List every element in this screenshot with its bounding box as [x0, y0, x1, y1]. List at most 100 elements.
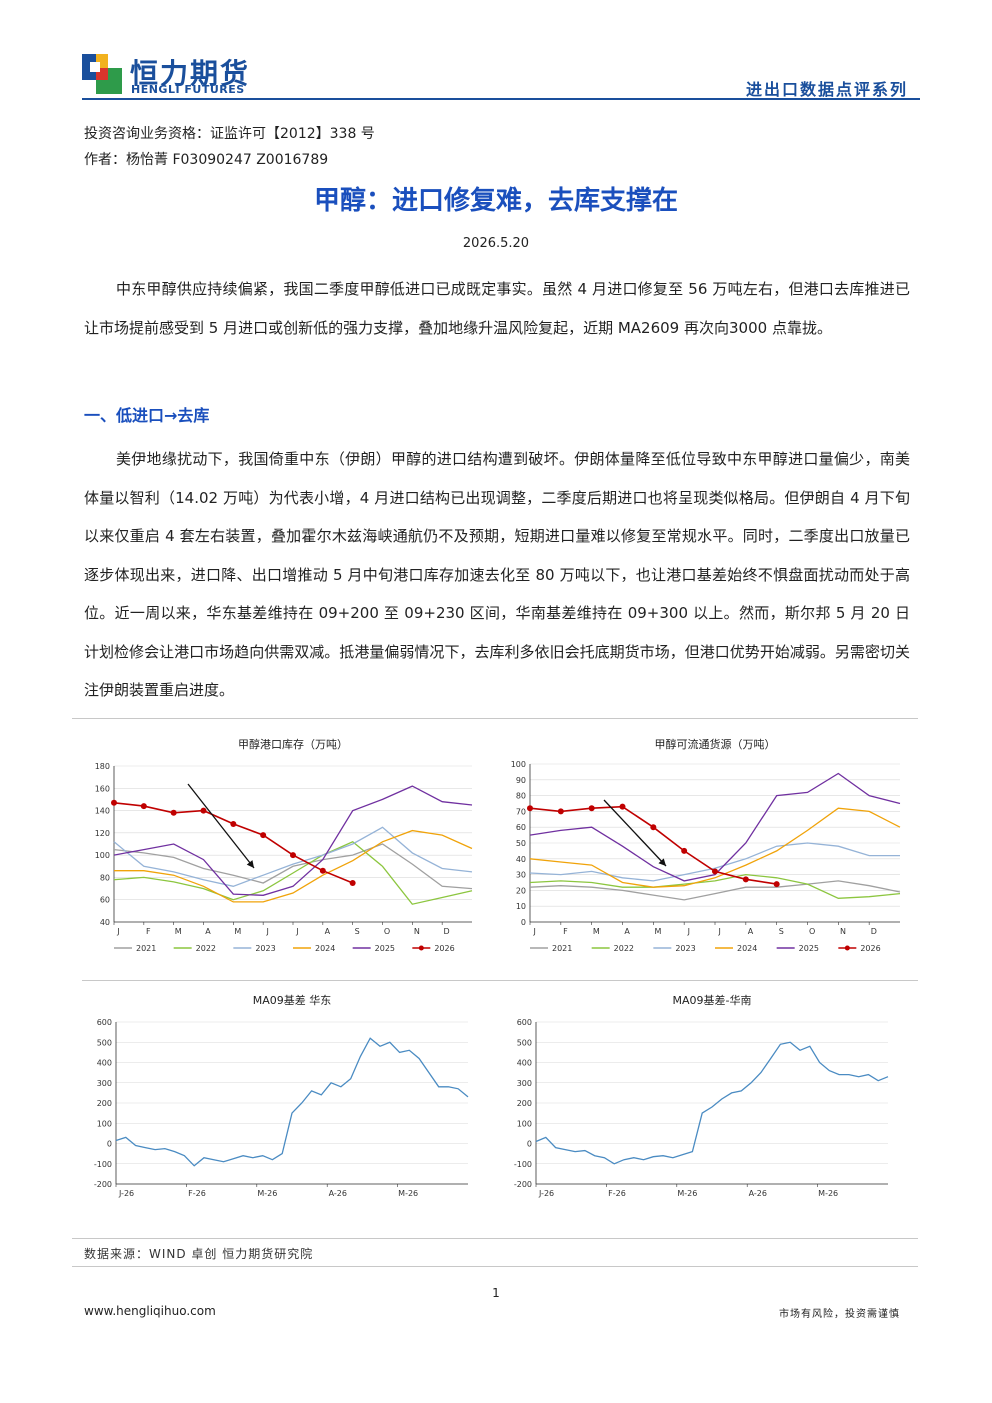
port-inventory-chart: 甲醇港口库存（万吨） 40 60 80 100 120 140 160 180 J F M A M J J A S…	[95, 737, 473, 953]
series-point	[319, 867, 326, 874]
x-tick-label: N	[840, 927, 846, 936]
y-tick-label: 160	[95, 784, 110, 793]
y-tick-label: 0	[527, 1140, 532, 1149]
x-tick-label: A	[205, 927, 211, 936]
x-tick-label: F	[146, 927, 151, 936]
data-source: 数据来源：WIND 卓创 恒力期货研究院	[84, 1247, 314, 1261]
x-tick-label: D	[444, 927, 450, 936]
y-tick-label: 200	[97, 1099, 112, 1108]
legend-label: 2026	[860, 944, 880, 953]
logo-text-en: HENGLI FUTURES	[131, 83, 245, 96]
series-line-basis	[535, 1041, 889, 1165]
x-tick-label: J-26	[538, 1189, 554, 1198]
series-point	[742, 876, 749, 883]
x-tick-label: N	[414, 927, 420, 936]
source-top-rule	[72, 1238, 918, 1239]
series-point	[170, 809, 177, 816]
east-china-basis-chart: MA09基差 华东 -200 -100 0 100 200 300 400 500 600 J-26…	[94, 993, 469, 1198]
trend-arrow-head	[658, 858, 666, 866]
series-point	[140, 803, 147, 810]
y-tick-label: 60	[516, 823, 526, 832]
y-tick-label: 80	[100, 873, 110, 882]
x-tick-label: A-26	[749, 1189, 767, 1198]
y-tick-label: 600	[517, 1018, 532, 1027]
y-tick-label: 400	[97, 1059, 112, 1068]
x-tick-label: A	[325, 927, 331, 936]
x-tick-label: M	[655, 927, 662, 936]
trend-arrow	[187, 783, 255, 869]
y-tick-label: 70	[516, 807, 526, 816]
y-tick-label: 60	[100, 896, 110, 905]
series-point	[712, 868, 718, 875]
y-tick-label: 50	[516, 839, 526, 848]
qualification-line: 投资咨询业务资格：证监许可【2012】338 号	[84, 126, 375, 142]
y-tick-label: 400	[517, 1059, 532, 1068]
x-tick-label: J	[717, 927, 720, 936]
company-logo	[82, 54, 122, 94]
south-china-basis-chart: MA09基差-华南 -200 -100 0 100 200 300 400 500 600 J-26…	[514, 993, 889, 1198]
x-tick-label: F-26	[608, 1189, 626, 1198]
x-tick-label: F	[563, 927, 568, 936]
series-point	[773, 881, 780, 888]
footer-disclaimer: 市场有风险，投资需谨慎	[779, 1309, 900, 1320]
series-line-2026	[529, 805, 777, 885]
circulating-supply-chart: 甲醇可流通货源（万吨） 0 10 20 30 40 50 60 70 80 90 100 J F M A M J J…	[511, 737, 901, 953]
section-heading: 一、低进口→去库	[84, 406, 210, 425]
legend-label: 2026	[434, 944, 454, 953]
y-tick-label: 500	[97, 1038, 112, 1047]
x-tick-label: S	[779, 927, 784, 936]
y-tick-label: 120	[95, 829, 110, 838]
series-line-2021	[113, 843, 473, 890]
series-point	[650, 824, 657, 831]
footer-website[interactable]: www.hengliqihuo.com	[84, 1304, 216, 1318]
x-tick-label: M-26	[257, 1189, 277, 1198]
y-tick-label: 500	[517, 1038, 532, 1047]
y-tick-label: 140	[95, 807, 110, 816]
report-series: 进出口数据点评系列	[745, 80, 908, 99]
series-point	[349, 880, 356, 886]
y-tick-label: 40	[516, 855, 526, 864]
legend-label: 2022	[196, 944, 216, 953]
x-tick-label: F-26	[188, 1189, 206, 1198]
y-tick-label: 0	[521, 918, 526, 927]
x-tick-label: M-26	[398, 1189, 418, 1198]
y-tick-label: 100	[511, 760, 526, 769]
x-tick-label: M-26	[677, 1189, 697, 1198]
series-point	[260, 832, 267, 839]
legend-marker	[418, 945, 424, 951]
x-tick-label: A-26	[329, 1189, 347, 1198]
series-point	[619, 803, 626, 810]
series-line-2024	[529, 807, 901, 888]
series-point	[200, 807, 207, 814]
logo-text-cn: 恒力期货	[130, 57, 251, 90]
y-tick-label: 0	[107, 1140, 112, 1149]
series-line-2021	[529, 880, 901, 901]
x-tick-label: A	[748, 927, 754, 936]
section-body: 美伊地缘扰动下，我国倚重中东（伊朗）甲醇的进口结构遭到破坏。伊朗体量降至低位导致…	[84, 450, 910, 699]
y-tick-label: 80	[516, 792, 526, 801]
series-point	[230, 820, 237, 827]
legend-label: 2025	[375, 944, 395, 953]
x-tick-label: M	[593, 927, 600, 936]
author-line: 作者：杨怡菁 F03090247 Z0016789	[84, 152, 329, 168]
chart-area-top-rule	[72, 718, 918, 719]
legend-label: 2024	[315, 944, 335, 953]
y-tick-label: 30	[516, 871, 526, 880]
x-tick-label: M-26	[818, 1189, 838, 1198]
x-tick-label: D	[871, 927, 877, 936]
y-tick-label: 300	[517, 1079, 532, 1088]
y-tick-label: -200	[94, 1180, 112, 1189]
legend-label: 2022	[614, 944, 634, 953]
x-tick-label: J-26	[118, 1189, 134, 1198]
trend-arrow	[603, 799, 667, 867]
legend-label: 2024	[737, 944, 757, 953]
legend-label: 2023	[255, 944, 275, 953]
report-date: 2026.5.20	[462, 236, 530, 251]
y-tick-label: 180	[95, 762, 110, 771]
source-bottom-rule	[72, 1266, 918, 1267]
series-point	[557, 808, 564, 815]
y-tick-label: 90	[516, 776, 526, 785]
chart-title: 甲醇港口库存（万吨）	[238, 737, 348, 751]
y-tick-label: 600	[97, 1018, 112, 1027]
header-divider	[82, 98, 920, 100]
